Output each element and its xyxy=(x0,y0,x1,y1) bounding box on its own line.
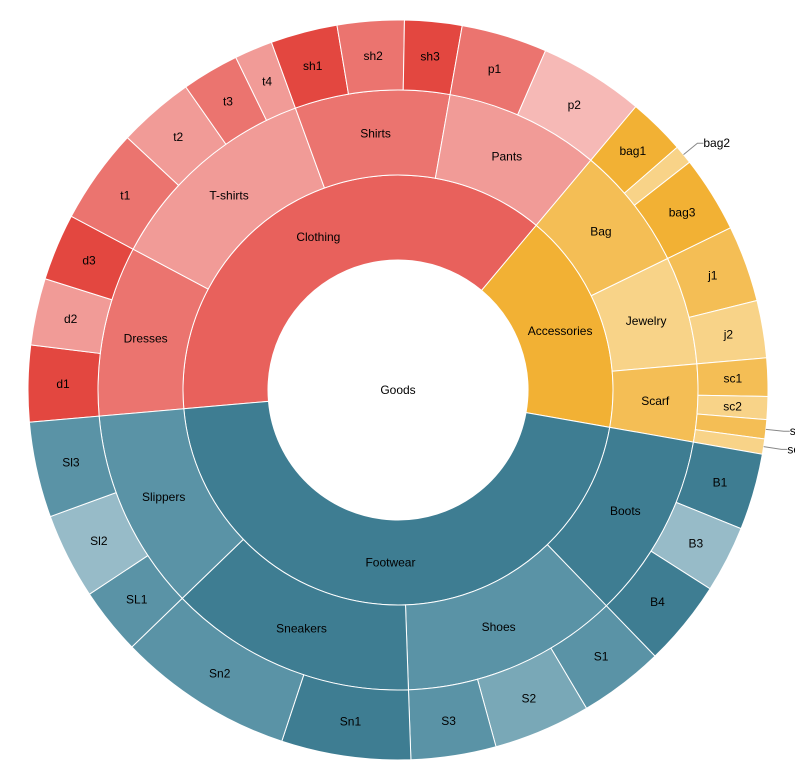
label-sn2: Sn2 xyxy=(209,667,231,681)
label-b3: B3 xyxy=(688,536,703,550)
label-sc4: sc4 xyxy=(787,442,795,456)
label-scarf: Scarf xyxy=(641,394,670,408)
label-sh2: sh2 xyxy=(363,49,383,63)
label-j1: j1 xyxy=(707,268,718,282)
leader-sc3 xyxy=(766,429,790,431)
label-p1: p1 xyxy=(488,62,502,76)
label-clothing: Clothing xyxy=(296,230,340,244)
leader-sc4 xyxy=(764,447,788,450)
label-p2: p2 xyxy=(568,98,582,112)
label-t4: t4 xyxy=(262,75,272,89)
label-shoes: Shoes xyxy=(482,620,516,634)
label-tshirts: T-shirts xyxy=(209,189,248,203)
label-d3: d3 xyxy=(82,253,96,267)
sunburst-chart: Goods Clothing Dresses d1 d2 d3 T-shirts t1 t2 t3… xyxy=(0,0,795,780)
label-bag1: bag1 xyxy=(619,144,646,158)
label-bag2: bag2 xyxy=(703,136,730,150)
label-s2: S2 xyxy=(522,691,537,705)
label-t3: t3 xyxy=(223,94,233,108)
label-bag: Bag xyxy=(590,224,611,238)
label-pants: Pants xyxy=(491,150,522,164)
label-boots: Boots xyxy=(610,504,641,518)
label-d2: d2 xyxy=(64,312,78,326)
label-j2: j2 xyxy=(723,328,734,342)
label-bag3: bag3 xyxy=(669,205,696,219)
label-t2: t2 xyxy=(173,130,183,144)
leader-bag2 xyxy=(684,143,704,154)
label-sn1: Sn1 xyxy=(340,715,362,729)
label-sl3: Sl3 xyxy=(62,456,80,470)
label-sc3: sc3 xyxy=(790,424,795,438)
label-sl2: Sl2 xyxy=(90,534,108,548)
label-sh3: sh3 xyxy=(420,50,440,64)
root-label: Goods xyxy=(380,383,415,397)
label-b4: B4 xyxy=(650,595,665,609)
label-s3: S3 xyxy=(441,714,456,728)
label-b1: B1 xyxy=(713,475,728,489)
label-footwear: Footwear xyxy=(365,555,415,569)
label-s1: S1 xyxy=(594,649,609,663)
label-accessories: Accessories xyxy=(528,324,593,338)
label-d1: d1 xyxy=(56,377,70,391)
label-t1: t1 xyxy=(120,188,130,202)
label-sl1: SL1 xyxy=(126,593,148,607)
label-sneakers: Sneakers xyxy=(276,622,327,636)
label-slippers: Slippers xyxy=(142,490,185,504)
label-jewelry: Jewelry xyxy=(626,314,667,328)
label-sc2: sc2 xyxy=(723,399,742,413)
label-dresses: Dresses xyxy=(124,332,168,346)
label-shirts: Shirts xyxy=(360,126,391,140)
label-sc1: sc1 xyxy=(723,371,742,385)
label-sh1: sh1 xyxy=(303,59,323,73)
